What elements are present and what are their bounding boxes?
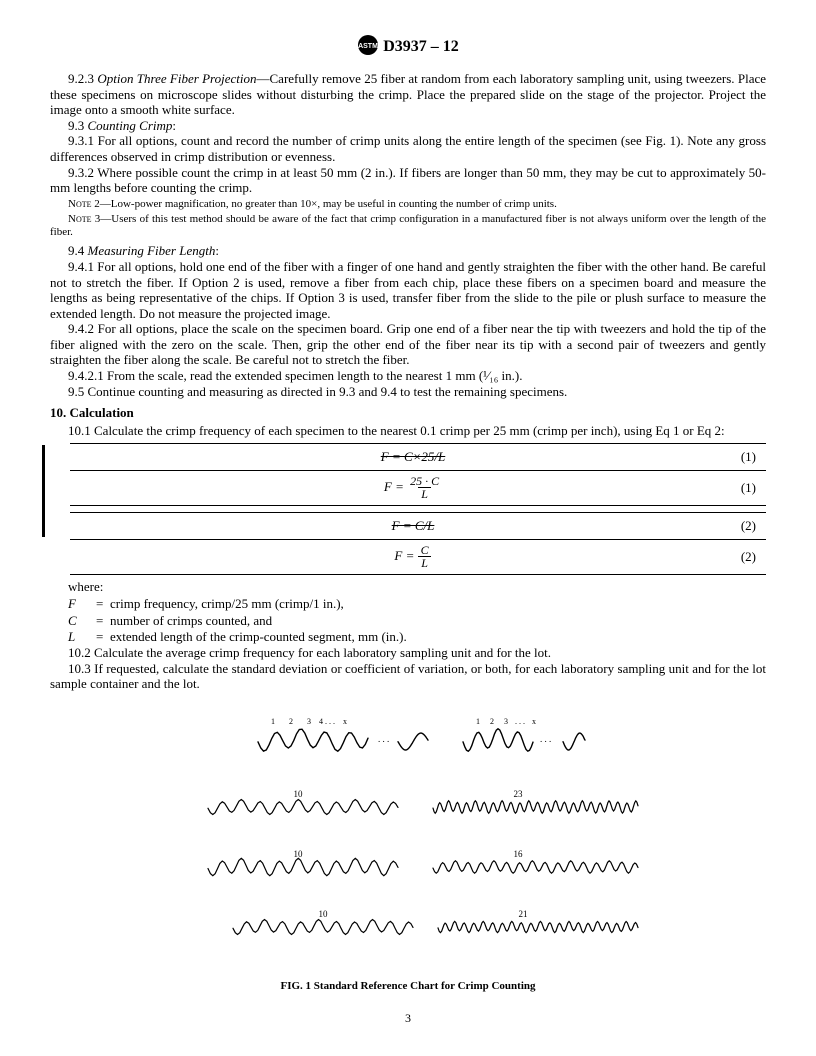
para-9-5: 9.5 Continue counting and measuring as d… [50, 384, 766, 400]
figure-1-caption: FIG. 1 Standard Reference Chart for Crim… [50, 980, 766, 992]
para-9-3-1: 9.3.1 For all options, count and record … [50, 133, 766, 164]
figure-1: 1234 . . .x. . .123. . .x. . .1023101610… [50, 712, 766, 992]
equation-2-struck: F = C/L (2) [70, 512, 766, 539]
svg-text:2: 2 [490, 717, 494, 726]
equation-2-new: F = CL (2) [70, 539, 766, 575]
svg-text:16: 16 [514, 849, 524, 859]
note-3: Note 3—Users of this test method should … [50, 213, 766, 239]
where-label: where: [50, 579, 766, 595]
svg-text:1: 1 [271, 717, 275, 726]
para-9-4-2-1: 9.4.2.1 From the scale, read the extende… [50, 368, 766, 384]
eq-number: (2) [432, 549, 766, 565]
para-10-2: 10.2 Calculate the average crimp frequen… [50, 645, 766, 661]
eq1-old-formula: F = C×25/L [381, 449, 446, 465]
para-10-1: 10.1 Calculate the crimp frequency of ea… [50, 423, 766, 439]
where-list: F=crimp frequency, crimp/25 mm (crimp/1 … [68, 596, 766, 645]
para-9-3-2: 9.3.2 Where possible count the crimp in … [50, 165, 766, 196]
svg-text:10: 10 [294, 849, 304, 859]
svg-text:ASTM: ASTM [358, 43, 378, 50]
designation-number: D3937 – 12 [383, 38, 459, 55]
note-2: Note 2—Low-power magnification, no great… [50, 198, 766, 211]
svg-text:21: 21 [519, 909, 528, 919]
svg-text:x: x [343, 717, 347, 726]
svg-text:10: 10 [294, 789, 304, 799]
eq-number: (2) [434, 518, 766, 534]
astm-logo: ASTM [357, 34, 379, 61]
svg-text:1: 1 [476, 717, 480, 726]
para-9-4-2: 9.4.2 For all options, place the scale o… [50, 321, 766, 368]
svg-text:10: 10 [319, 909, 329, 919]
para-9-4-1: 9.4.1 For all options, hold one end of t… [50, 259, 766, 321]
para-9-3: 9.3 Counting Crimp: [50, 118, 766, 134]
equation-1-struck: F = C×25/L (1) [70, 443, 766, 470]
svg-text:. . .: . . . [515, 717, 525, 726]
svg-text:23: 23 [514, 789, 524, 799]
svg-text:4 . . .: 4 . . . [319, 717, 335, 726]
eq1-new-formula: F = 25 · CL [384, 475, 442, 501]
equation-1-new: F = 25 · CL (1) [70, 470, 766, 506]
svg-text:2: 2 [289, 717, 293, 726]
para-9-4: 9.4 Measuring Fiber Length: [50, 243, 766, 259]
eq-number: (1) [442, 480, 766, 496]
page-number: 3 [0, 1011, 816, 1026]
eq2-old-formula: F = C/L [392, 518, 435, 534]
svg-text:. . .: . . . [540, 734, 551, 744]
svg-text:3: 3 [307, 717, 311, 726]
eq2-new-formula: F = CL [394, 544, 431, 570]
para-9-2-3: 9.2.3 Option Three Fiber Projection—Care… [50, 71, 766, 118]
para-10-3: 10.3 If requested, calculate the standar… [50, 661, 766, 692]
svg-text:3: 3 [504, 717, 508, 726]
eq-number: (1) [445, 449, 766, 465]
page-header: ASTM D3937 – 12 [50, 34, 766, 61]
change-bar [42, 445, 45, 537]
section-10-title: 10. Calculation [50, 405, 766, 421]
svg-text:. . .: . . . [378, 734, 389, 744]
svg-text:x: x [532, 717, 536, 726]
